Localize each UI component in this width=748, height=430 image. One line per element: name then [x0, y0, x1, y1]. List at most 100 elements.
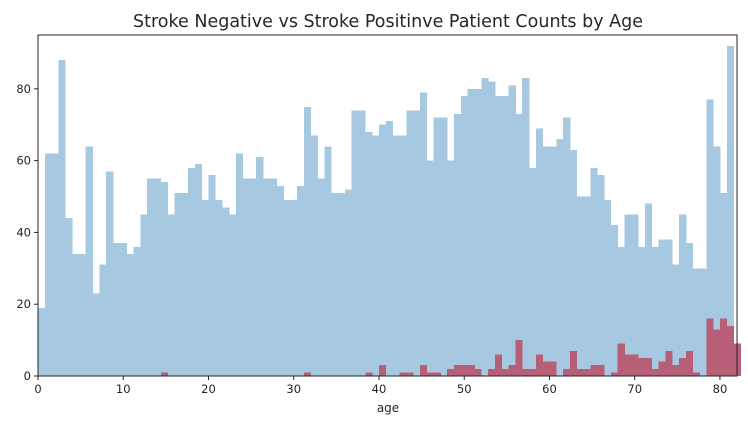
- histogram-bar: [692, 268, 700, 376]
- histogram-bar: [303, 106, 312, 376]
- histogram-bar: [419, 92, 428, 377]
- histogram-bar: [303, 372, 312, 376]
- histogram-bar: [679, 214, 687, 376]
- histogram-bar: [679, 358, 687, 376]
- series-0-bars: [38, 45, 734, 377]
- x-tick-label: 70: [627, 382, 642, 396]
- histogram-bar: [106, 171, 114, 376]
- histogram-bar: [665, 350, 673, 376]
- histogram-bar: [685, 350, 694, 376]
- histogram-bar: [583, 368, 591, 376]
- histogram-bar: [440, 117, 448, 376]
- histogram-bar: [324, 146, 332, 376]
- histogram-bar: [385, 121, 394, 377]
- histogram-bar: [467, 88, 475, 376]
- histogram-bar: [713, 146, 721, 376]
- histogram-bar: [235, 153, 243, 376]
- histogram-bar: [631, 354, 639, 376]
- histogram-bar: [576, 368, 584, 376]
- histogram-bar: [222, 207, 230, 376]
- histogram-bar: [631, 214, 639, 376]
- histogram-bar: [174, 192, 182, 376]
- histogram-bar: [419, 365, 428, 376]
- histogram-bar: [65, 218, 73, 376]
- histogram-bar: [215, 200, 223, 376]
- histogram-bar: [338, 192, 346, 376]
- histogram-bar: [651, 246, 659, 376]
- histogram-bar: [460, 96, 469, 377]
- histogram-bar: [249, 178, 257, 376]
- x-tick-label: 30: [286, 382, 301, 396]
- histogram-bar: [535, 354, 544, 376]
- histogram-bar: [378, 124, 387, 377]
- histogram-bar: [563, 117, 571, 376]
- histogram-bar: [713, 329, 721, 376]
- histogram-bar: [426, 160, 434, 376]
- histogram-bar: [719, 192, 728, 376]
- histogram-bar: [160, 372, 168, 376]
- histogram-bar: [283, 200, 291, 376]
- histogram-bar: [78, 253, 87, 376]
- x-tick-label: 50: [457, 382, 472, 396]
- histogram-bar: [549, 146, 557, 376]
- histogram-bar: [672, 264, 680, 376]
- x-tick-label: 10: [116, 382, 131, 396]
- histogram-bar: [160, 182, 168, 376]
- histogram-bar: [726, 45, 734, 377]
- x-tick-label: 20: [201, 382, 216, 396]
- histogram-bar: [610, 372, 619, 376]
- histogram-bar: [256, 157, 264, 376]
- histogram-bar: [569, 350, 578, 376]
- histogram-bar: [413, 110, 421, 376]
- histogram-bar: [310, 135, 318, 376]
- histogram-bar: [658, 361, 666, 376]
- histogram-bar: [488, 81, 496, 376]
- histogram-bar: [453, 365, 462, 376]
- histogram-bar: [228, 214, 237, 376]
- histogram-bar: [583, 196, 591, 376]
- histogram-bar: [317, 178, 325, 376]
- histogram-bar: [617, 343, 625, 376]
- histogram-bar: [126, 253, 134, 376]
- histogram-bar: [351, 110, 359, 376]
- plot-frame: [37, 34, 738, 377]
- x-axis-label: age: [377, 401, 399, 415]
- histogram-bar: [51, 153, 59, 376]
- histogram-bar: [331, 192, 339, 376]
- histogram-bar: [597, 174, 605, 376]
- histogram-bar: [522, 78, 530, 376]
- y-tick-label: 80: [16, 82, 31, 96]
- histogram-bar: [590, 365, 598, 376]
- histogram-bar: [460, 365, 469, 376]
- axes-layer: 0 10 20 30 40 50 60 70 80 0 20 40 60 80: [16, 34, 738, 396]
- histogram-bar: [651, 368, 659, 376]
- histogram-bar: [153, 178, 162, 376]
- histogram-bar: [563, 368, 571, 376]
- histogram-bar: [365, 131, 373, 376]
- histogram-bar: [99, 264, 107, 376]
- histogram-bar: [208, 174, 216, 376]
- x-tick-label: 60: [542, 382, 557, 396]
- histogram-bar: [378, 365, 387, 376]
- histogram-bar: [344, 189, 353, 376]
- bars-layer: [38, 45, 741, 377]
- histogram-bar: [624, 354, 632, 376]
- histogram-bar: [692, 372, 700, 376]
- y-tick-label: 20: [16, 297, 31, 311]
- histogram-bar: [399, 135, 407, 376]
- histogram-bar: [297, 185, 305, 376]
- histogram-bar: [719, 318, 728, 376]
- histogram-bar: [638, 246, 646, 376]
- histogram-bar: [406, 372, 414, 376]
- histogram-bar: [501, 96, 509, 377]
- histogram-bar: [597, 365, 605, 376]
- histogram-bar: [167, 214, 175, 376]
- histogram-bar: [447, 160, 455, 376]
- x-tick-label: 80: [713, 382, 728, 396]
- histogram-bar: [515, 113, 523, 376]
- histogram-bar: [474, 368, 482, 376]
- histogram-bar: [672, 365, 680, 376]
- y-tick-label: 40: [16, 225, 31, 239]
- histogram-bar: [406, 110, 414, 376]
- histogram-bar: [433, 117, 441, 376]
